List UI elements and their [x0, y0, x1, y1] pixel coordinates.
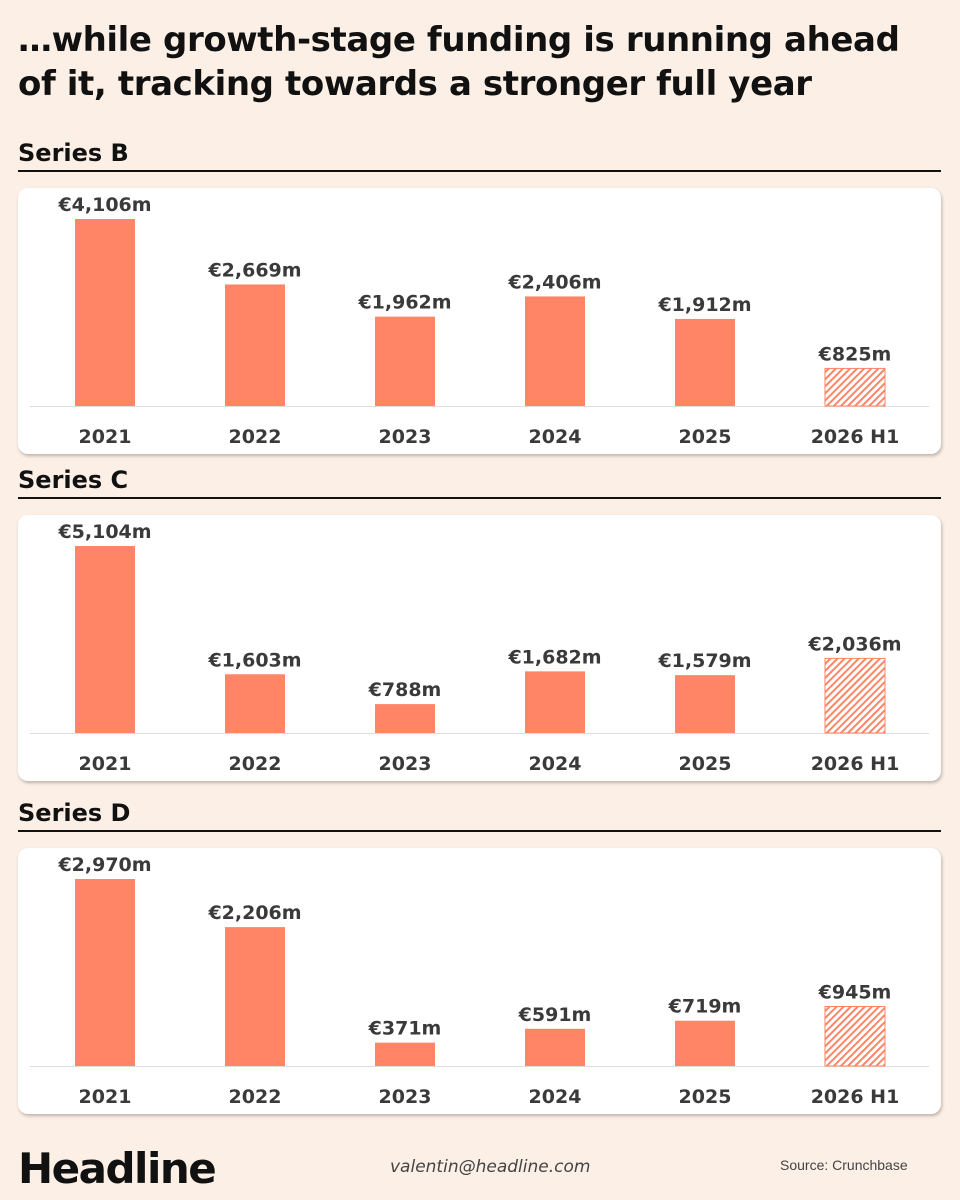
data-label: €1,682m: [507, 646, 601, 668]
bar-2026-h1: [824, 367, 886, 407]
x-tick-label: 2023: [379, 426, 432, 448]
x-tick-label: 2022: [229, 426, 282, 448]
data-label: €945m: [818, 982, 892, 1004]
bar-2025: [675, 675, 735, 733]
series-d-card: €2,970m 2021 €2,206m 2022 €371m 2023 €591m 2024…: [18, 848, 941, 1114]
x-tick-label: 2021: [79, 1086, 132, 1108]
series-b-title: Series B: [18, 139, 129, 167]
x-tick-label: 2023: [379, 753, 432, 775]
data-label: €2,406m: [507, 271, 601, 293]
data-label: €2,206m: [207, 902, 301, 924]
series-c-title: Series C: [18, 466, 129, 494]
x-tick-label: 2026 H1: [811, 1086, 900, 1108]
x-tick-label: 2026 H1: [811, 753, 900, 775]
data-label: €825m: [818, 343, 892, 365]
x-tick-label: 2024: [529, 753, 582, 775]
data-label: €1,962m: [357, 292, 451, 314]
x-tick-label: 2024: [529, 1086, 582, 1108]
x-tick-label: 2025: [679, 426, 732, 448]
bar-2025: [675, 1020, 735, 1066]
data-label: €719m: [668, 996, 742, 1018]
series-b-card: €4,106m 2021 €2,669m 2022 €1,962m 2023 €2,406m…: [18, 188, 941, 454]
data-label: €2,970m: [57, 854, 151, 876]
section-divider: [18, 170, 941, 172]
bar-2022: [225, 674, 285, 733]
bar-2023: [375, 1042, 435, 1066]
bar-2025: [675, 318, 735, 406]
data-label: €591m: [518, 1004, 592, 1026]
data-label: €2,036m: [807, 633, 901, 655]
data-label: €1,579m: [657, 650, 751, 672]
headline-logo: Headline: [18, 1144, 217, 1193]
data-label: €2,669m: [207, 259, 301, 281]
contact-email[interactable]: valentin@headline.com: [390, 1157, 591, 1177]
bar-2023: [375, 704, 435, 733]
series-c-chart: €5,104m 2021 €1,603m 2022 €788m 2023 €1,682m 20…: [30, 521, 929, 775]
bar-2026-h1: [824, 657, 886, 734]
series-c-card: €5,104m 2021 €1,603m 2022 €788m 2023 €1,682m 20…: [18, 515, 941, 781]
section-divider: [18, 830, 941, 832]
data-label: €1,603m: [207, 649, 301, 671]
x-tick-label: 2024: [529, 426, 582, 448]
bar-2024: [525, 671, 585, 733]
bar-2024: [525, 1028, 585, 1066]
x-tick-label: 2022: [229, 1086, 282, 1108]
bar-2026-h1: [824, 1006, 886, 1067]
bar-2021: [75, 879, 135, 1066]
x-tick-label: 2025: [679, 753, 732, 775]
bar-2023: [375, 316, 435, 406]
data-label: €371m: [368, 1018, 442, 1040]
section-divider: [18, 497, 941, 499]
x-tick-label: 2021: [79, 426, 132, 448]
x-tick-label: 2022: [229, 753, 282, 775]
x-tick-label: 2026 H1: [811, 426, 900, 448]
x-tick-label: 2025: [679, 1086, 732, 1108]
x-tick-label: 2021: [79, 753, 132, 775]
data-label: €788m: [368, 679, 442, 701]
x-tick-label: 2023: [379, 1086, 432, 1108]
series-d-chart: €2,970m 2021 €2,206m 2022 €371m 2023 €591m 2024…: [30, 854, 929, 1108]
series-d-title: Series D: [18, 799, 131, 827]
page-title: …while growth-stage funding is running a…: [18, 20, 900, 104]
bar-2024: [525, 296, 585, 406]
data-label: €5,104m: [57, 521, 151, 543]
bar-2022: [225, 927, 285, 1066]
bar-2022: [225, 284, 285, 406]
bar-2021: [75, 219, 135, 406]
bar-2021: [75, 546, 135, 733]
data-label: €1,912m: [657, 294, 751, 316]
data-label: €4,106m: [57, 194, 151, 216]
series-b-chart: €4,106m 2021 €2,669m 2022 €1,962m 2023 €2,406m…: [30, 194, 929, 448]
source-note: Source: Crunchbase: [780, 1157, 908, 1173]
